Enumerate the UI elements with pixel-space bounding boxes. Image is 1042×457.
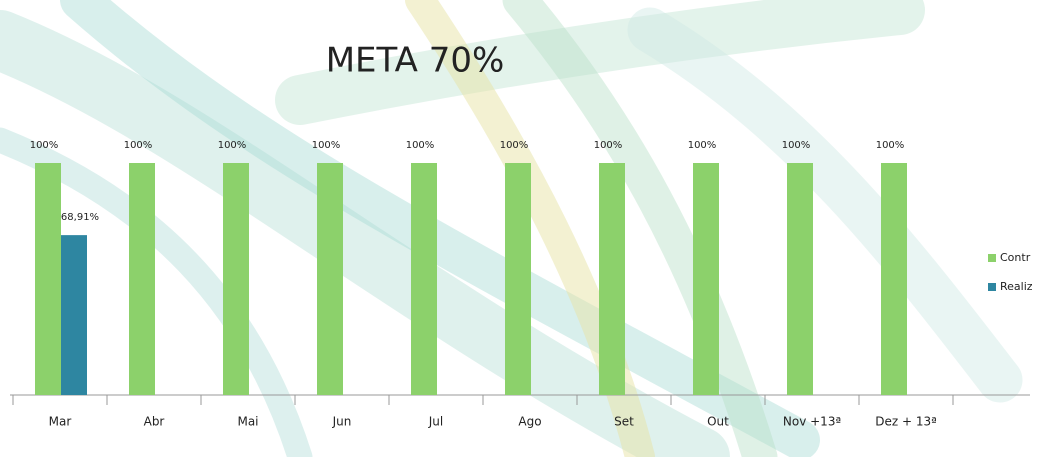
data-label: 100%	[30, 140, 59, 151]
x-tick-label: Out	[707, 415, 729, 429]
bar	[317, 163, 343, 395]
bar	[881, 163, 907, 395]
bar	[223, 163, 249, 395]
data-label: 100%	[688, 140, 717, 151]
chart-title: META 70%	[326, 41, 505, 81]
bar	[411, 163, 437, 395]
data-label: 100%	[782, 140, 811, 151]
legend-swatch	[988, 283, 996, 291]
x-tick-label: Mar	[49, 415, 72, 429]
bar	[505, 163, 531, 395]
x-tick-label: Jun	[332, 415, 352, 429]
bar	[599, 163, 625, 395]
plot: Mar 100% 68,91% Abr 100% Mai 100% Jun 100% Jul 100…	[13, 140, 1033, 429]
data-label: 100%	[876, 140, 905, 151]
legend-swatch	[988, 254, 996, 262]
data-label: 100%	[500, 140, 529, 151]
data-label: 100%	[124, 140, 153, 151]
bar	[61, 235, 87, 395]
legend-label: Realiz	[1000, 280, 1033, 293]
x-tick-label: Nov +13ª	[783, 415, 841, 429]
data-label: 68,91%	[61, 212, 99, 223]
chart: META 70% Mar 100% 68,91% Abr 100% Mai 100% Jun 1…	[0, 0, 1042, 457]
data-label: 100%	[594, 140, 623, 151]
bar	[787, 163, 813, 395]
x-tick-label: Mai	[237, 415, 258, 429]
bar	[693, 163, 719, 395]
x-tick-label: Ago	[518, 415, 541, 429]
legend-label: Contr	[1000, 251, 1031, 264]
data-label: 100%	[218, 140, 247, 151]
data-label: 100%	[312, 140, 341, 151]
data-label: 100%	[406, 140, 435, 151]
x-tick-label: Dez + 13ª	[875, 415, 937, 429]
bar	[35, 163, 61, 395]
x-tick-label: Set	[614, 415, 634, 429]
bar	[129, 163, 155, 395]
x-tick-label: Jul	[428, 415, 443, 429]
x-tick-label: Abr	[144, 415, 165, 429]
